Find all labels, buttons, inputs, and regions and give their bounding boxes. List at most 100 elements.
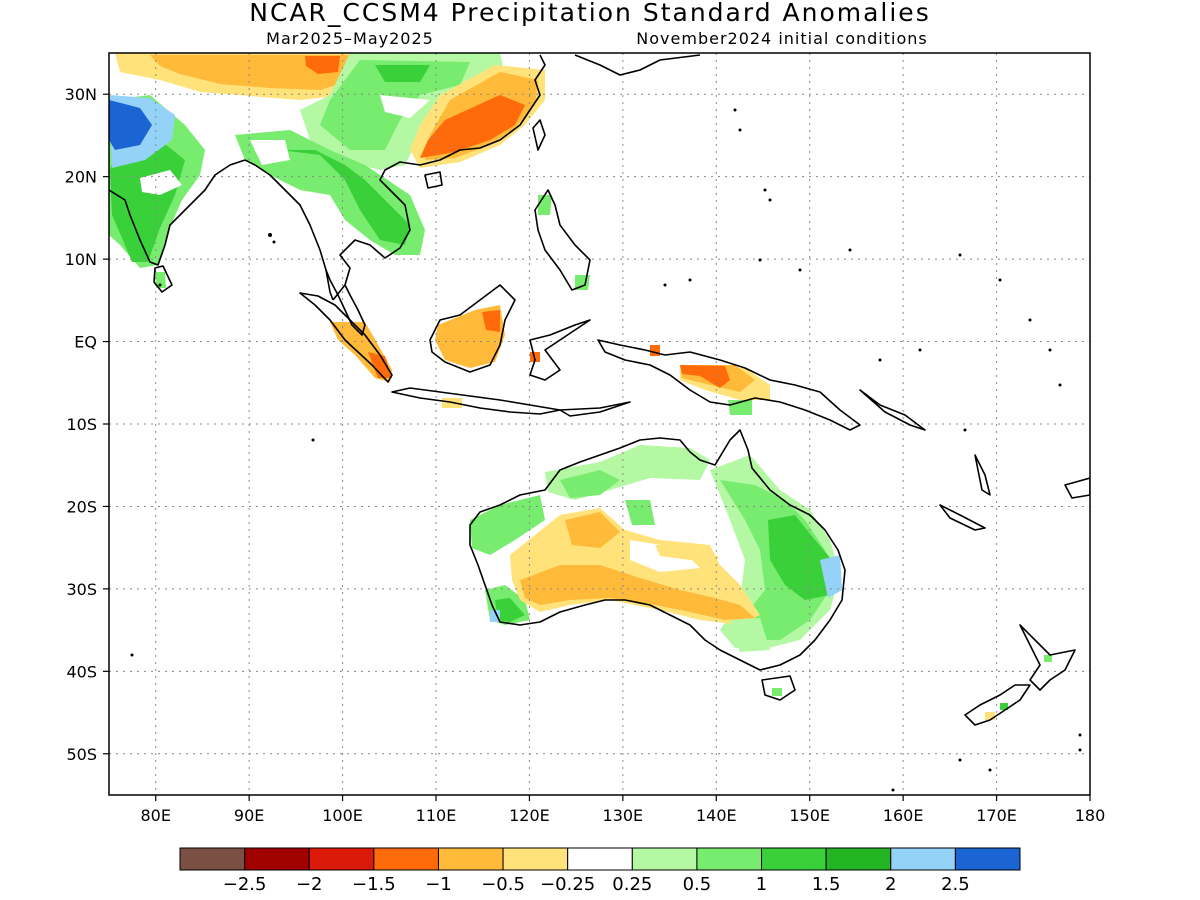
colorbar-swatch bbox=[825, 847, 892, 871]
lon-tick-label: 90E bbox=[234, 806, 264, 825]
colorbar-label: −1 bbox=[425, 874, 452, 895]
anomaly-aus-sw-darkgreen bbox=[495, 598, 525, 622]
anomaly-tasmania bbox=[772, 688, 782, 696]
lat-tick-label: 50S bbox=[66, 745, 97, 764]
coast-australia bbox=[469, 429, 846, 671]
colorbar-label: 2.5 bbox=[941, 874, 970, 895]
anomaly-aus-west-green bbox=[470, 495, 545, 555]
anomaly-india-white bbox=[140, 170, 182, 195]
anomaly-aus-east-darkgreen bbox=[768, 515, 832, 600]
lon-tick-label: 120E bbox=[509, 806, 550, 825]
lat-tick-label: 30S bbox=[66, 580, 97, 599]
colorbar-label: −0.5 bbox=[481, 874, 525, 895]
colorbar-swatch bbox=[567, 847, 633, 871]
colorbar-swatch bbox=[308, 847, 375, 871]
colorbar-swatch bbox=[437, 847, 504, 871]
coast-india bbox=[109, 159, 246, 266]
colorbar-label: 0.5 bbox=[683, 874, 712, 895]
colorbar-swatch bbox=[890, 847, 956, 871]
colorbar-label: −2.5 bbox=[223, 874, 267, 895]
colorbar bbox=[179, 847, 1021, 871]
coast-malay-peninsula bbox=[325, 269, 366, 336]
colorbar-label: 2 bbox=[885, 874, 896, 895]
anomaly-china-darkgreen bbox=[375, 65, 430, 82]
lon-tick-label: 140E bbox=[696, 806, 737, 825]
coast-borneo bbox=[429, 284, 516, 373]
lat-tick-label: 40S bbox=[66, 662, 97, 681]
colorbar-swatch bbox=[761, 847, 827, 871]
coastlines bbox=[109, 54, 1090, 726]
colorbar-label: 0.25 bbox=[612, 874, 652, 895]
colorbar-label: −2 bbox=[296, 874, 323, 895]
lon-tick-label: 160E bbox=[883, 806, 924, 825]
anomaly-sumatra-red bbox=[368, 352, 392, 378]
coast-srilanka bbox=[153, 265, 173, 293]
colorbar-swatch bbox=[954, 847, 1021, 871]
lat-tick-label: 10S bbox=[66, 415, 97, 434]
anomaly-india-blue bbox=[109, 100, 152, 150]
coast-bangladesh-burma bbox=[244, 159, 334, 301]
anomaly-aus-seg-green bbox=[730, 618, 770, 652]
lon-tick-label: 110E bbox=[416, 806, 457, 825]
coast-sulawesi bbox=[529, 319, 591, 381]
anomaly-aus-east-blue bbox=[820, 555, 842, 598]
colorbar-swatch bbox=[244, 847, 310, 871]
colorbar-swatch bbox=[373, 847, 439, 871]
coast-newguinea bbox=[597, 339, 861, 431]
lon-tick-label: 130E bbox=[603, 806, 644, 825]
coast-solomons bbox=[859, 389, 926, 431]
colorbar-swatch bbox=[631, 847, 698, 871]
colorbar-labels: −2.5 −2 −1.5 −1 −0.5 −0.25 0.25 0.5 1 1.5 2 2.5 bbox=[223, 874, 970, 895]
lat-tick-label: 30N bbox=[65, 85, 97, 104]
anomaly-seasia-white bbox=[250, 140, 290, 165]
lon-tick-label: 180 bbox=[1075, 806, 1106, 825]
lon-tick-label: 150E bbox=[789, 806, 830, 825]
colorbar-swatch bbox=[696, 847, 763, 871]
coast-vanuatu bbox=[974, 454, 991, 496]
anomaly-aus-topend bbox=[625, 500, 655, 525]
anomaly-echina-deeporange bbox=[420, 95, 525, 158]
coast-thai-gulf bbox=[332, 54, 546, 301]
anomaly-aus-mid-orange bbox=[565, 512, 620, 548]
latitude-labels: 30N 20N 10N EQ 10S 20S 30S 40S 50S bbox=[65, 85, 109, 764]
coast-japan bbox=[574, 54, 701, 76]
chart-title: NCAR_CCSM4 Precipitation Standard Anomal… bbox=[249, 0, 930, 27]
anomaly-field bbox=[109, 53, 1052, 720]
colorbar-label: −0.25 bbox=[540, 874, 595, 895]
anomaly-aus-yellow2 bbox=[655, 545, 720, 560]
lat-tick-label: 20S bbox=[66, 497, 97, 516]
anomaly-luzon bbox=[538, 195, 552, 215]
forecast-period: Mar2025–May2025 bbox=[266, 29, 434, 48]
coast-nz-north bbox=[1019, 624, 1076, 691]
anomaly-seasia-darkgreen bbox=[280, 150, 410, 245]
anomaly-nz-south-green bbox=[1000, 703, 1008, 710]
coast-hainan bbox=[424, 171, 443, 189]
anomaly-aus-central-orange bbox=[520, 565, 755, 620]
colorbar-swatch bbox=[502, 847, 569, 871]
lat-tick-label: EQ bbox=[74, 333, 97, 352]
anomaly-borneo-red bbox=[482, 310, 500, 332]
lon-tick-label: 170E bbox=[976, 806, 1017, 825]
anomaly-nz-south bbox=[985, 712, 995, 720]
lon-tick-label: 100E bbox=[322, 806, 363, 825]
colorbar-swatch bbox=[179, 847, 246, 871]
anomaly-png-red bbox=[680, 365, 730, 388]
anomaly-aus-sw-blue bbox=[490, 610, 500, 622]
lon-tick-label: 80E bbox=[140, 806, 170, 825]
coast-lesser-sunda bbox=[559, 401, 631, 417]
anomaly-png-red2 bbox=[650, 345, 660, 356]
coast-tasmania bbox=[761, 675, 796, 701]
colorbar-label: 1.5 bbox=[812, 874, 841, 895]
anomaly-india-darkgreen bbox=[110, 140, 185, 262]
lat-tick-label: 20N bbox=[65, 168, 97, 187]
coast-newcaledonia bbox=[939, 504, 986, 531]
coast-fiji bbox=[1064, 477, 1090, 499]
map-area bbox=[109, 53, 1090, 795]
coast-sumatra bbox=[299, 292, 393, 383]
coast-nz-south bbox=[964, 684, 1031, 726]
lat-tick-label: 10N bbox=[65, 250, 97, 269]
anomaly-srilanka bbox=[155, 272, 166, 288]
anomaly-aus-north-green2 bbox=[560, 470, 620, 498]
colorbar-label: −1.5 bbox=[352, 874, 396, 895]
